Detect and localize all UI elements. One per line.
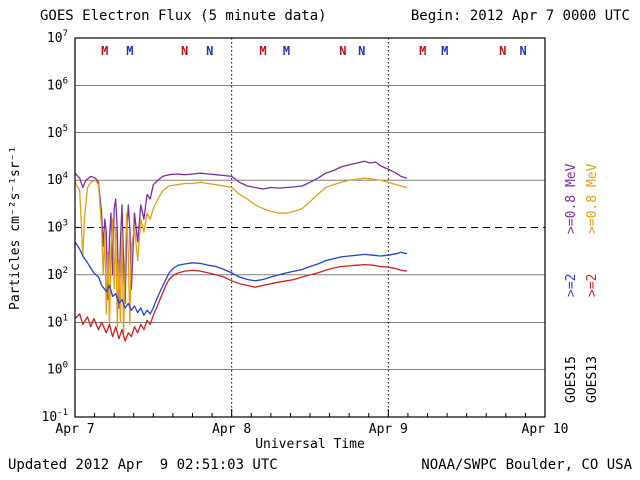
sat-marker: N [339, 44, 346, 58]
series-GOES13->=0.8 MeV [74, 177, 408, 334]
legend-goes15-energy-low: >=2 [564, 273, 579, 297]
y-axis-label: Particles cm⁻²s⁻¹sr⁻¹ [8, 145, 23, 310]
legend-goes13-energy-low: >=2 [585, 273, 600, 297]
sat-marker: M [126, 44, 133, 58]
sat-marker: N [206, 44, 213, 58]
sat-marker: N [519, 44, 526, 58]
x-tick-label: Apr 8 [212, 422, 251, 437]
sat-marker: M [419, 44, 426, 58]
begin-timestamp: Begin: 2012 Apr 7 0000 UTC [410, 8, 630, 24]
legend-goes15-name: GOES15 [564, 356, 579, 404]
sat-marker: N [358, 44, 365, 58]
sat-marker: M [101, 44, 108, 58]
x-tick-label: Apr 7 [55, 422, 94, 437]
sat-marker: N [181, 44, 188, 58]
y-tick-label: 10-1 [42, 408, 69, 425]
y-tick-label: 100 [47, 361, 68, 378]
sat-marker: M [441, 44, 448, 58]
y-tick-label: 103 [47, 219, 68, 236]
y-tick-label: 104 [47, 171, 68, 188]
series-GOES15->=2 MeV [74, 241, 408, 316]
y-tick-label: 102 [47, 266, 68, 283]
legend-goes15-energy-high: >=0.8 MeV [564, 163, 579, 235]
x-tick-label: Apr 10 [522, 422, 569, 437]
updated-timestamp: Updated 2012 Apr 9 02:51:03 UTC [8, 457, 278, 473]
plot-border [74, 37, 546, 418]
sat-marker: M [259, 44, 266, 58]
y-tick-label: 107 [47, 29, 68, 46]
legend-goes13-name: GOES13 [585, 356, 600, 404]
y-tick-label: 105 [47, 124, 68, 141]
x-axis-label: Universal Time [255, 437, 365, 452]
sat-marker: N [499, 44, 506, 58]
y-tick-label: 106 [47, 76, 68, 93]
page-title: GOES Electron Flux (5 minute data) [40, 8, 327, 24]
sat-marker: M [283, 44, 290, 58]
series-GOES13->=2 MeV [74, 263, 408, 342]
x-tick-label: Apr 9 [369, 422, 408, 437]
credit-label: NOAA/SWPC Boulder, CO USA [421, 457, 632, 473]
y-tick-label: 101 [47, 313, 68, 330]
legend-goes13-energy-high: >=0.8 MeV [585, 163, 600, 235]
